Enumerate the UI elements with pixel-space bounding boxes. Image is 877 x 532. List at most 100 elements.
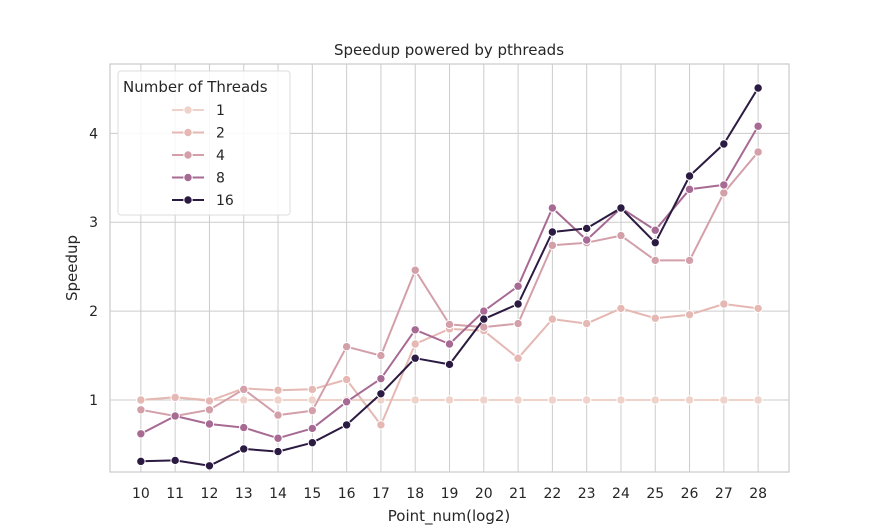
data-point [444, 395, 455, 405]
data-point [273, 446, 283, 457]
data-point [684, 395, 695, 405]
data-point [341, 397, 352, 407]
x-tick-label: 22 [543, 486, 561, 502]
data-point [170, 411, 180, 421]
data-point [684, 309, 695, 320]
y-tick-label: 2 [89, 304, 98, 320]
data-point [547, 227, 558, 237]
legend-item-8: 8 [172, 171, 225, 187]
data-point [650, 225, 660, 235]
data-point [376, 420, 386, 430]
data-point [719, 299, 729, 309]
data-point [376, 389, 386, 399]
data-point [239, 422, 249, 433]
data-point [547, 240, 558, 251]
data-point [307, 423, 318, 434]
data-point [273, 410, 283, 420]
data-point [753, 121, 763, 131]
data-point [410, 395, 420, 405]
x-tick-label: 21 [509, 486, 527, 502]
data-point [719, 139, 729, 149]
data-point [444, 319, 455, 330]
data-point [136, 405, 146, 415]
data-point [136, 395, 146, 405]
series-16-threads [136, 83, 763, 471]
data-point [341, 420, 352, 430]
data-point [650, 313, 660, 323]
y-tick-label: 4 [89, 126, 98, 142]
x-tick-label: 11 [166, 486, 184, 502]
series-4-threads [136, 147, 763, 421]
x-tick-label: 14 [269, 486, 287, 502]
legend-label: 1 [216, 103, 225, 119]
x-axis-label: Point_num(log2) [388, 507, 510, 526]
data-point [204, 405, 215, 415]
data-point [239, 395, 249, 405]
data-point [341, 374, 352, 385]
data-point [719, 180, 729, 190]
data-point [650, 237, 660, 248]
x-tick-label: 23 [578, 486, 596, 502]
x-tick-label: 25 [646, 486, 664, 502]
data-point [513, 318, 523, 329]
series-8-threads [136, 121, 763, 443]
x-tick-labels: 10 11 12 13 14 15 16 17 18 19 20 21 22 23 24 25 26 27 28 [132, 486, 767, 502]
data-point [273, 385, 283, 395]
legend: Number of Threads 1 2 4 8 16 [117, 70, 291, 216]
data-point [616, 230, 626, 241]
data-point [204, 419, 215, 429]
data-point [444, 359, 455, 370]
data-point [479, 395, 489, 405]
x-tick-label: 17 [372, 486, 390, 502]
x-tick-label: 27 [715, 486, 733, 502]
data-point [581, 235, 592, 245]
chart-title: Speedup powered by pthreads [334, 41, 564, 59]
plot-area-frame [109, 63, 790, 473]
data-point [410, 325, 420, 335]
data-point [410, 265, 420, 275]
data-point [513, 353, 523, 363]
data-point [136, 429, 146, 439]
data-point [479, 306, 489, 316]
x-tick-label: 26 [681, 486, 699, 502]
data-point [410, 353, 420, 363]
data-point [616, 203, 626, 213]
data-point [616, 303, 626, 314]
data-point [581, 223, 592, 234]
series-lines [136, 83, 763, 471]
data-point [376, 373, 386, 384]
data-point [547, 314, 558, 324]
legend-swatch-marker [183, 195, 193, 205]
legend-item-16: 16 [172, 193, 234, 209]
y-tick-label: 1 [89, 393, 98, 409]
data-point [239, 444, 249, 454]
data-point [513, 395, 523, 405]
data-point [547, 203, 558, 213]
data-point [513, 281, 523, 291]
legend-swatch-marker [183, 150, 193, 160]
legend-swatch-marker [183, 105, 193, 115]
legend-label: 2 [216, 126, 225, 142]
x-tick-label: 24 [612, 486, 630, 502]
data-point [719, 395, 729, 405]
data-point [307, 384, 318, 395]
x-tick-label: 15 [303, 486, 321, 502]
y-tick-labels: 1 2 3 4 [89, 126, 98, 409]
data-point [650, 395, 660, 405]
x-tick-label: 13 [235, 486, 253, 502]
y-tick-label: 3 [89, 215, 98, 231]
legend-label: 8 [216, 171, 225, 187]
data-point [376, 350, 386, 361]
data-point [753, 303, 763, 314]
data-point [410, 339, 420, 349]
data-point [136, 456, 146, 467]
y-axis-label: Speedup [63, 235, 81, 301]
legend-label: 4 [216, 148, 225, 164]
data-point [684, 184, 695, 195]
legend-item-4: 4 [172, 148, 225, 164]
data-point [581, 318, 592, 329]
data-point [204, 396, 215, 406]
x-tick-label: 16 [338, 486, 356, 502]
legend-items: 1 2 4 8 16 [172, 103, 234, 209]
